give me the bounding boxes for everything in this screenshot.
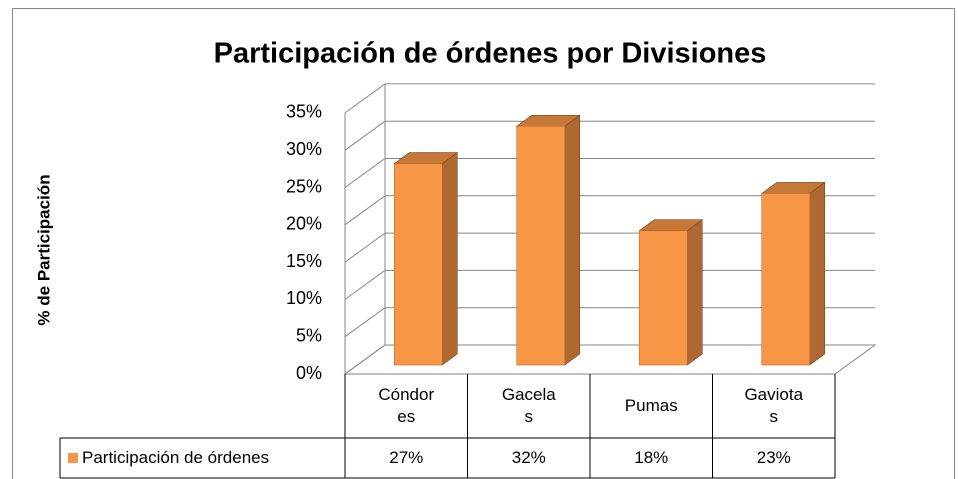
legend-label: Participación de órdenes [82, 438, 343, 478]
y-tick-label: 30% [286, 139, 322, 159]
category-label: Pumas [590, 374, 713, 438]
category-label-text: Cóndores [378, 385, 435, 426]
grid-line-side [344, 83, 386, 114]
category-label: Cóndores [345, 374, 468, 438]
category-label: Gacelas [468, 374, 591, 438]
category-label-text: Gacelas [501, 385, 556, 426]
y-tick-label: 35% [286, 102, 322, 122]
grid-line-side [344, 344, 386, 375]
y-tick-label: 10% [286, 288, 322, 308]
category-label: Gaviotas [713, 374, 836, 438]
data-label-text: 23% [756, 448, 791, 467]
chart-title: Participación de órdenes por Divisiones [214, 38, 767, 70]
data-label-text: 18% [634, 448, 669, 467]
y-tick-label: 0% [296, 363, 322, 383]
category-label-text: Gaviotas [744, 385, 804, 426]
grid-line-side [344, 269, 386, 300]
grid-line-side [344, 195, 386, 226]
legend-swatch [68, 453, 78, 463]
y-tick-label: 25% [286, 176, 322, 196]
chart-border [12, 8, 955, 479]
bar [638, 230, 688, 366]
data-label-text: 27% [389, 448, 424, 467]
grid-line-side [344, 158, 386, 188]
grid-line-side [344, 232, 386, 263]
y-tick-label: 15% [286, 251, 322, 271]
legend-label-text: Participación de órdenes [82, 448, 270, 467]
y-tick-label: 5% [296, 325, 322, 345]
data-label-text: 32% [511, 448, 546, 467]
bar-side [564, 114, 581, 366]
data-label: 27% [345, 438, 468, 478]
bar-side [441, 151, 458, 366]
bar-side [686, 219, 703, 366]
grid-line-side [344, 307, 386, 338]
bar [393, 163, 443, 366]
grid-line-side [344, 120, 386, 151]
y-tick-label: 20% [286, 214, 322, 234]
data-label: 32% [468, 438, 591, 478]
bar [761, 193, 811, 366]
bar [516, 125, 566, 366]
data-label: 18% [590, 438, 713, 478]
bar-side [809, 181, 826, 366]
category-label-text: Pumas [624, 396, 678, 415]
data-label: 23% [713, 438, 836, 478]
y-axis-title: % de Participación [34, 174, 53, 325]
